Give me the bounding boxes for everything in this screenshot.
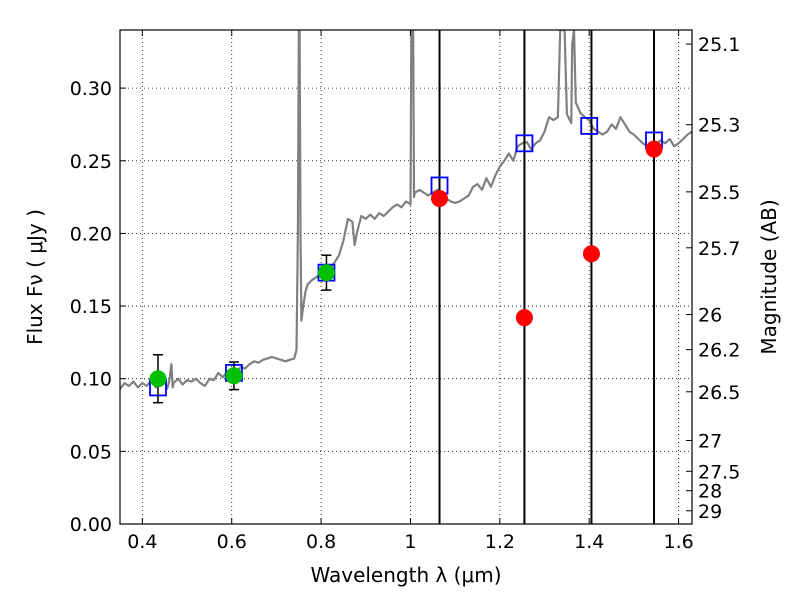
x-tick-label: 0.6 [217, 531, 247, 553]
y-tick-label: 0.00 [70, 514, 112, 536]
filled-circle-marker [515, 309, 533, 327]
filled-circle-marker [149, 370, 167, 388]
filled-circle-marker [317, 264, 335, 282]
plot-area [120, 30, 692, 524]
filled-circle-marker [431, 190, 449, 208]
x-tick-label: 1.4 [574, 531, 604, 553]
y-tick-label: 0.15 [70, 296, 112, 318]
filled-circle-marker [645, 140, 663, 158]
plot-frame [119, 29, 693, 525]
right-tick-label: 27 [698, 430, 722, 452]
vertical-lines [438, 30, 656, 524]
right-tick-label: 25.3 [698, 115, 740, 137]
filled-circle-marker [225, 367, 243, 385]
y-tick-label: 0.20 [70, 223, 112, 245]
y-axis-title: Flux Fν ( μJy ) [23, 209, 47, 345]
data-markers [149, 116, 663, 404]
y-tick-label: 0.05 [70, 441, 112, 463]
right-tick-label: 27.5 [698, 461, 740, 483]
right-tick-label: 26.5 [698, 382, 740, 404]
filled-circle-marker [582, 245, 600, 263]
x-tick-label: 1.6 [663, 531, 693, 553]
x-tick-label: 0.4 [127, 531, 157, 553]
open-square-marker [580, 116, 599, 135]
y-axis-right-title: Magnitude (AB) [757, 199, 781, 354]
right-tick-label: 25.7 [698, 238, 740, 260]
x-tick-label: 1 [404, 531, 416, 553]
open-square-marker [515, 134, 534, 153]
x-tick-label: 1.2 [485, 531, 515, 553]
x-tick-label: 0.8 [306, 531, 336, 553]
x-axis-title: Wavelength λ (μm) [310, 563, 501, 587]
y-tick-label: 0.30 [70, 78, 112, 100]
right-tick-label: 26 [698, 304, 722, 326]
right-tick-label: 28 [698, 481, 722, 503]
right-tick-label: 26.2 [698, 340, 740, 362]
right-tick-label: 25.5 [698, 182, 740, 204]
right-tick-label: 25.1 [698, 34, 740, 56]
right-tick-label: 29 [698, 501, 722, 523]
y-tick-label: 0.10 [70, 369, 112, 391]
ticks: 0.4 0.6 0.8 1 1.2 1.4 1.6 0.00 0.05 0.10 0.15 0.20 0… [70, 30, 740, 553]
y-tick-label: 0.25 [70, 151, 112, 173]
